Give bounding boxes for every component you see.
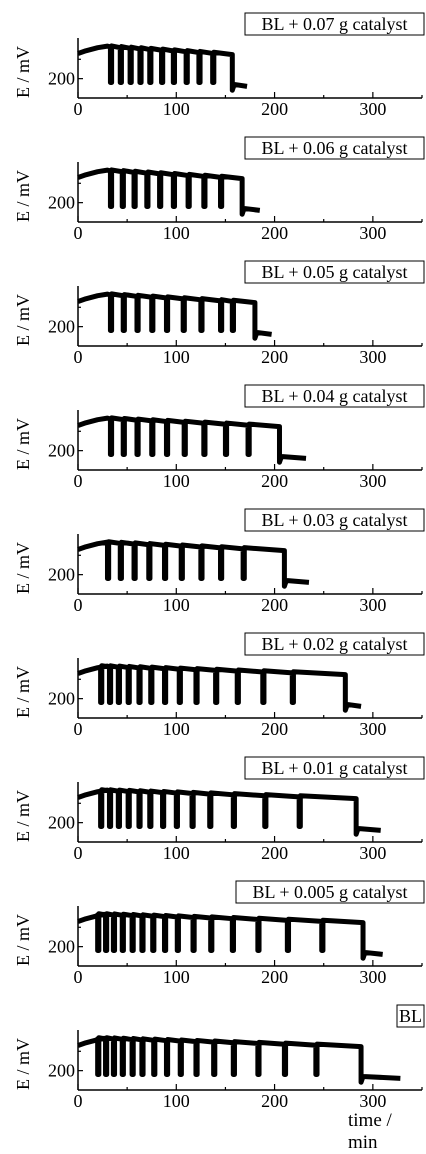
- x-tick-label: 0: [74, 595, 83, 615]
- legend-box: [396, 1004, 425, 1028]
- x-tick-label: 200: [261, 719, 288, 739]
- chart-panel-3: 0 100 200 300 200 E / mV BL + 0.05 g catalyst: [13, 260, 425, 367]
- potential-curve: [77, 539, 310, 589]
- x-tick-label: 0: [74, 1091, 83, 1111]
- x-tick-label: 100: [163, 719, 190, 739]
- x-tick-label: 200: [261, 99, 288, 119]
- x-tick-label: 100: [163, 471, 190, 491]
- x-tick-label: 100: [163, 843, 190, 863]
- y-tick-label: 200: [48, 441, 75, 461]
- chart-panel-6: 0 100 200 300 200 E / mV BL + 0.02 g catalyst: [13, 632, 425, 739]
- chart-panel-4: 0 100 200 300 200 E / mV BL + 0.04 g catalyst: [13, 384, 425, 491]
- x-tick-label: 300: [359, 347, 386, 367]
- x-tick-label: 100: [163, 1091, 190, 1111]
- x-tick-label: 300: [359, 719, 386, 739]
- potential-curve: [77, 167, 261, 217]
- y-tick-label: 200: [48, 813, 75, 833]
- y-axis-label: E / mV: [13, 542, 33, 594]
- x-tick-label: 0: [74, 719, 83, 739]
- chart-panel-2: 0 100 200 300 200 E / mV BL + 0.06 g catalyst: [13, 136, 425, 243]
- x-tick-label: 0: [74, 967, 83, 987]
- x-tick-label: 100: [163, 595, 190, 615]
- legend-label: BL: [399, 1006, 422, 1026]
- y-axis-label: E / mV: [13, 294, 33, 346]
- x-tick-label: 200: [261, 1091, 288, 1111]
- x-tick-label: 100: [163, 347, 190, 367]
- x-tick-label: 300: [359, 471, 386, 491]
- y-tick-label: 200: [48, 69, 75, 89]
- legend-label: BL + 0.07 g catalyst: [262, 14, 408, 34]
- chart-panel-9: 0 100 200 300 200 E / mV BL: [13, 1004, 425, 1111]
- legend-box: [244, 12, 425, 36]
- x-tick-label: 300: [359, 967, 386, 987]
- legend-box: [244, 756, 425, 780]
- potential-curve: [77, 663, 362, 713]
- chart-panel-7: 0 100 200 300 200 E / mV BL + 0.01 g catalyst: [13, 756, 425, 863]
- y-tick-label: 200: [48, 1061, 75, 1081]
- y-tick-label: 200: [48, 937, 75, 957]
- potential-curve: [77, 787, 381, 837]
- potential-curve: [77, 43, 248, 93]
- y-tick-label: 200: [48, 317, 75, 337]
- chart-panel-5: 0 100 200 300 200 E / mV BL + 0.03 g catalyst: [13, 508, 425, 615]
- x-tick-label: 100: [163, 223, 190, 243]
- legend-label: BL + 0.05 g catalyst: [262, 262, 408, 282]
- legend-label: BL + 0.005 g catalyst: [253, 882, 408, 902]
- legend-label: BL + 0.02 g catalyst: [262, 634, 408, 654]
- legend-box: [244, 632, 425, 656]
- legend-box: [244, 260, 425, 284]
- potential-curve: [77, 415, 307, 465]
- x-tick-label: 200: [261, 347, 288, 367]
- y-axis-label: E / mV: [13, 170, 33, 222]
- y-axis-label: E / mV: [13, 914, 33, 966]
- y-axis-label: E / mV: [13, 46, 33, 98]
- x-tick-label: 300: [359, 1091, 386, 1111]
- x-tick-label: 200: [261, 843, 288, 863]
- legend-box: [244, 384, 425, 408]
- potential-curve: [77, 911, 383, 961]
- y-axis-label: E / mV: [13, 790, 33, 842]
- potential-curve: [77, 1035, 401, 1085]
- global-x-axis-label: time / min: [348, 1110, 392, 1153]
- chart-panel-1: 0 100 200 300 200 E / mV BL + 0.07 g catalyst: [13, 12, 425, 119]
- x-tick-label: 200: [261, 223, 288, 243]
- x-tick-label: 200: [261, 967, 288, 987]
- y-tick-label: 200: [48, 193, 75, 213]
- x-tick-label: 0: [74, 843, 83, 863]
- x-tick-label: 0: [74, 347, 83, 367]
- x-tick-label: 300: [359, 223, 386, 243]
- legend-label: BL + 0.03 g catalyst: [262, 510, 408, 530]
- chart-panel-8: 0 100 200 300 200 E / mV BL + 0.005 g catalyst: [13, 880, 425, 987]
- x-tick-label: 300: [359, 595, 386, 615]
- x-tick-label: 100: [163, 967, 190, 987]
- legend-box: [244, 508, 425, 532]
- y-axis-label: E / mV: [13, 1038, 33, 1090]
- y-tick-label: 200: [48, 689, 75, 709]
- x-tick-label: 300: [359, 99, 386, 119]
- x-tick-label: 0: [74, 99, 83, 119]
- y-axis-label: E / mV: [13, 418, 33, 470]
- y-axis-label: E / mV: [13, 666, 33, 718]
- legend-box: [235, 880, 425, 904]
- legend-label: BL + 0.01 g catalyst: [262, 758, 408, 778]
- legend-label: BL + 0.06 g catalyst: [262, 138, 408, 158]
- potential-curve: [77, 291, 272, 341]
- x-tick-label: 0: [74, 471, 83, 491]
- y-tick-label: 200: [48, 565, 75, 585]
- x-tick-label: 0: [74, 223, 83, 243]
- x-tick-label: 100: [163, 99, 190, 119]
- legend-box: [244, 136, 425, 160]
- x-tick-label: 200: [261, 471, 288, 491]
- legend-label: BL + 0.04 g catalyst: [262, 386, 408, 406]
- x-tick-label: 200: [261, 595, 288, 615]
- x-tick-label: 300: [359, 843, 386, 863]
